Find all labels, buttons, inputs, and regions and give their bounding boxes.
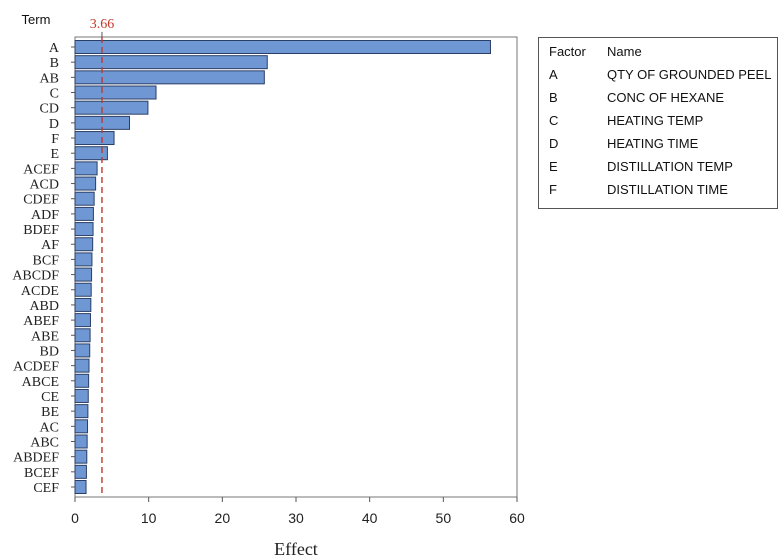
x-tick-label: 50 bbox=[436, 510, 452, 526]
y-tick-label: BE bbox=[41, 405, 59, 420]
y-tick-label: B bbox=[50, 56, 59, 71]
bar-f bbox=[74, 131, 115, 146]
y-tick-label: D bbox=[49, 117, 59, 132]
legend-factor: F bbox=[549, 182, 557, 197]
y-tick-label: CE bbox=[41, 390, 59, 405]
legend-header-factor: Factor bbox=[549, 44, 586, 59]
bar-cef bbox=[74, 480, 87, 494]
y-tick-label: BDEF bbox=[23, 223, 59, 238]
y-tick-label: ABC bbox=[30, 435, 59, 450]
bar-cdef bbox=[74, 191, 95, 206]
bar-abdef bbox=[74, 449, 88, 464]
bar-bcef bbox=[74, 464, 87, 479]
y-tick-label: AC bbox=[40, 420, 59, 435]
bar-af bbox=[74, 237, 94, 252]
bar-a bbox=[74, 40, 491, 54]
legend-factor: B bbox=[549, 90, 558, 105]
legend-name: DISTILLATION TEMP bbox=[607, 159, 733, 174]
bar-bcf bbox=[74, 252, 93, 267]
legend-name: QTY OF GROUNDED PEEL bbox=[607, 67, 772, 82]
y-tick-label: AF bbox=[41, 238, 59, 253]
factor-legend: Factor Name A QTY OF GROUNDED PEEL B CON… bbox=[538, 37, 778, 209]
bar-bdef bbox=[74, 222, 94, 237]
bar-ac bbox=[74, 419, 89, 434]
y-tick-label: BCF bbox=[33, 253, 60, 268]
bar-abef bbox=[74, 313, 91, 328]
y-tick-label: ACDEF bbox=[13, 360, 59, 375]
y-tick-label: ABD bbox=[29, 299, 59, 314]
y-tick-label: BD bbox=[40, 344, 59, 359]
bar-adf bbox=[74, 206, 94, 221]
y-tick-label: ABCE bbox=[22, 375, 59, 390]
y-tick-label: ABE bbox=[31, 329, 59, 344]
y-tick-label: ABCDF bbox=[12, 269, 59, 284]
x-tick-label: 40 bbox=[362, 510, 378, 526]
y-tick-label: AB bbox=[40, 71, 59, 86]
legend-name: CONC OF HEXANE bbox=[607, 90, 725, 105]
bar-abcdf bbox=[74, 267, 93, 282]
legend-name: DISTILLATION TIME bbox=[607, 182, 728, 197]
y-tick-label: CEF bbox=[33, 481, 59, 496]
y-tick-label: ABEF bbox=[23, 314, 59, 329]
bar-abe bbox=[74, 328, 91, 343]
y-tick-label: C bbox=[50, 87, 59, 102]
y-tick-label: ADF bbox=[31, 208, 59, 223]
legend-factor: C bbox=[549, 113, 559, 128]
bar-c bbox=[74, 85, 157, 100]
y-tick-label: E bbox=[50, 147, 59, 162]
bar-acd bbox=[74, 176, 97, 191]
legend-name: HEATING TEMP bbox=[607, 113, 704, 128]
bar-acef bbox=[74, 161, 98, 176]
bar-acdef bbox=[74, 358, 90, 373]
legend-factor: D bbox=[549, 136, 559, 151]
y-tick-label: ABDEF bbox=[13, 451, 59, 466]
y-tick-label: ACD bbox=[29, 178, 59, 193]
y-axis-title: Term bbox=[22, 12, 51, 27]
x-tick-label: 20 bbox=[215, 510, 231, 526]
y-tick-label: CD bbox=[40, 102, 59, 117]
bar-acde bbox=[74, 282, 92, 297]
bar-abc bbox=[74, 434, 88, 449]
y-tick-label: F bbox=[51, 132, 59, 147]
y-tick-label: CDEF bbox=[23, 193, 59, 208]
y-tick-label: A bbox=[49, 41, 60, 56]
legend-header-name: Name bbox=[607, 44, 642, 59]
bar-abce bbox=[74, 373, 90, 388]
legend-name: HEATING TIME bbox=[607, 136, 699, 151]
x-tick-label: 0 bbox=[71, 510, 79, 526]
y-tick-label: BCEF bbox=[24, 466, 59, 481]
bar-ce bbox=[74, 388, 89, 403]
bar-abd bbox=[74, 297, 92, 312]
bar-cd bbox=[74, 100, 149, 115]
reference-line-label: 3.66 bbox=[90, 17, 115, 32]
y-tick-label: ACDE bbox=[21, 284, 59, 299]
legend-factor: A bbox=[549, 67, 558, 82]
y-tick-label: ACEF bbox=[23, 162, 59, 177]
legend-factor: E bbox=[549, 159, 558, 174]
bar-be bbox=[74, 404, 89, 419]
x-tick-label: 30 bbox=[288, 510, 304, 526]
bar-b bbox=[74, 55, 268, 70]
x-axis-title: Effect bbox=[274, 539, 318, 559]
bar-ab bbox=[74, 70, 265, 85]
bar-bd bbox=[74, 343, 91, 358]
x-tick-label: 10 bbox=[141, 510, 157, 526]
x-tick-label: 60 bbox=[509, 510, 525, 526]
